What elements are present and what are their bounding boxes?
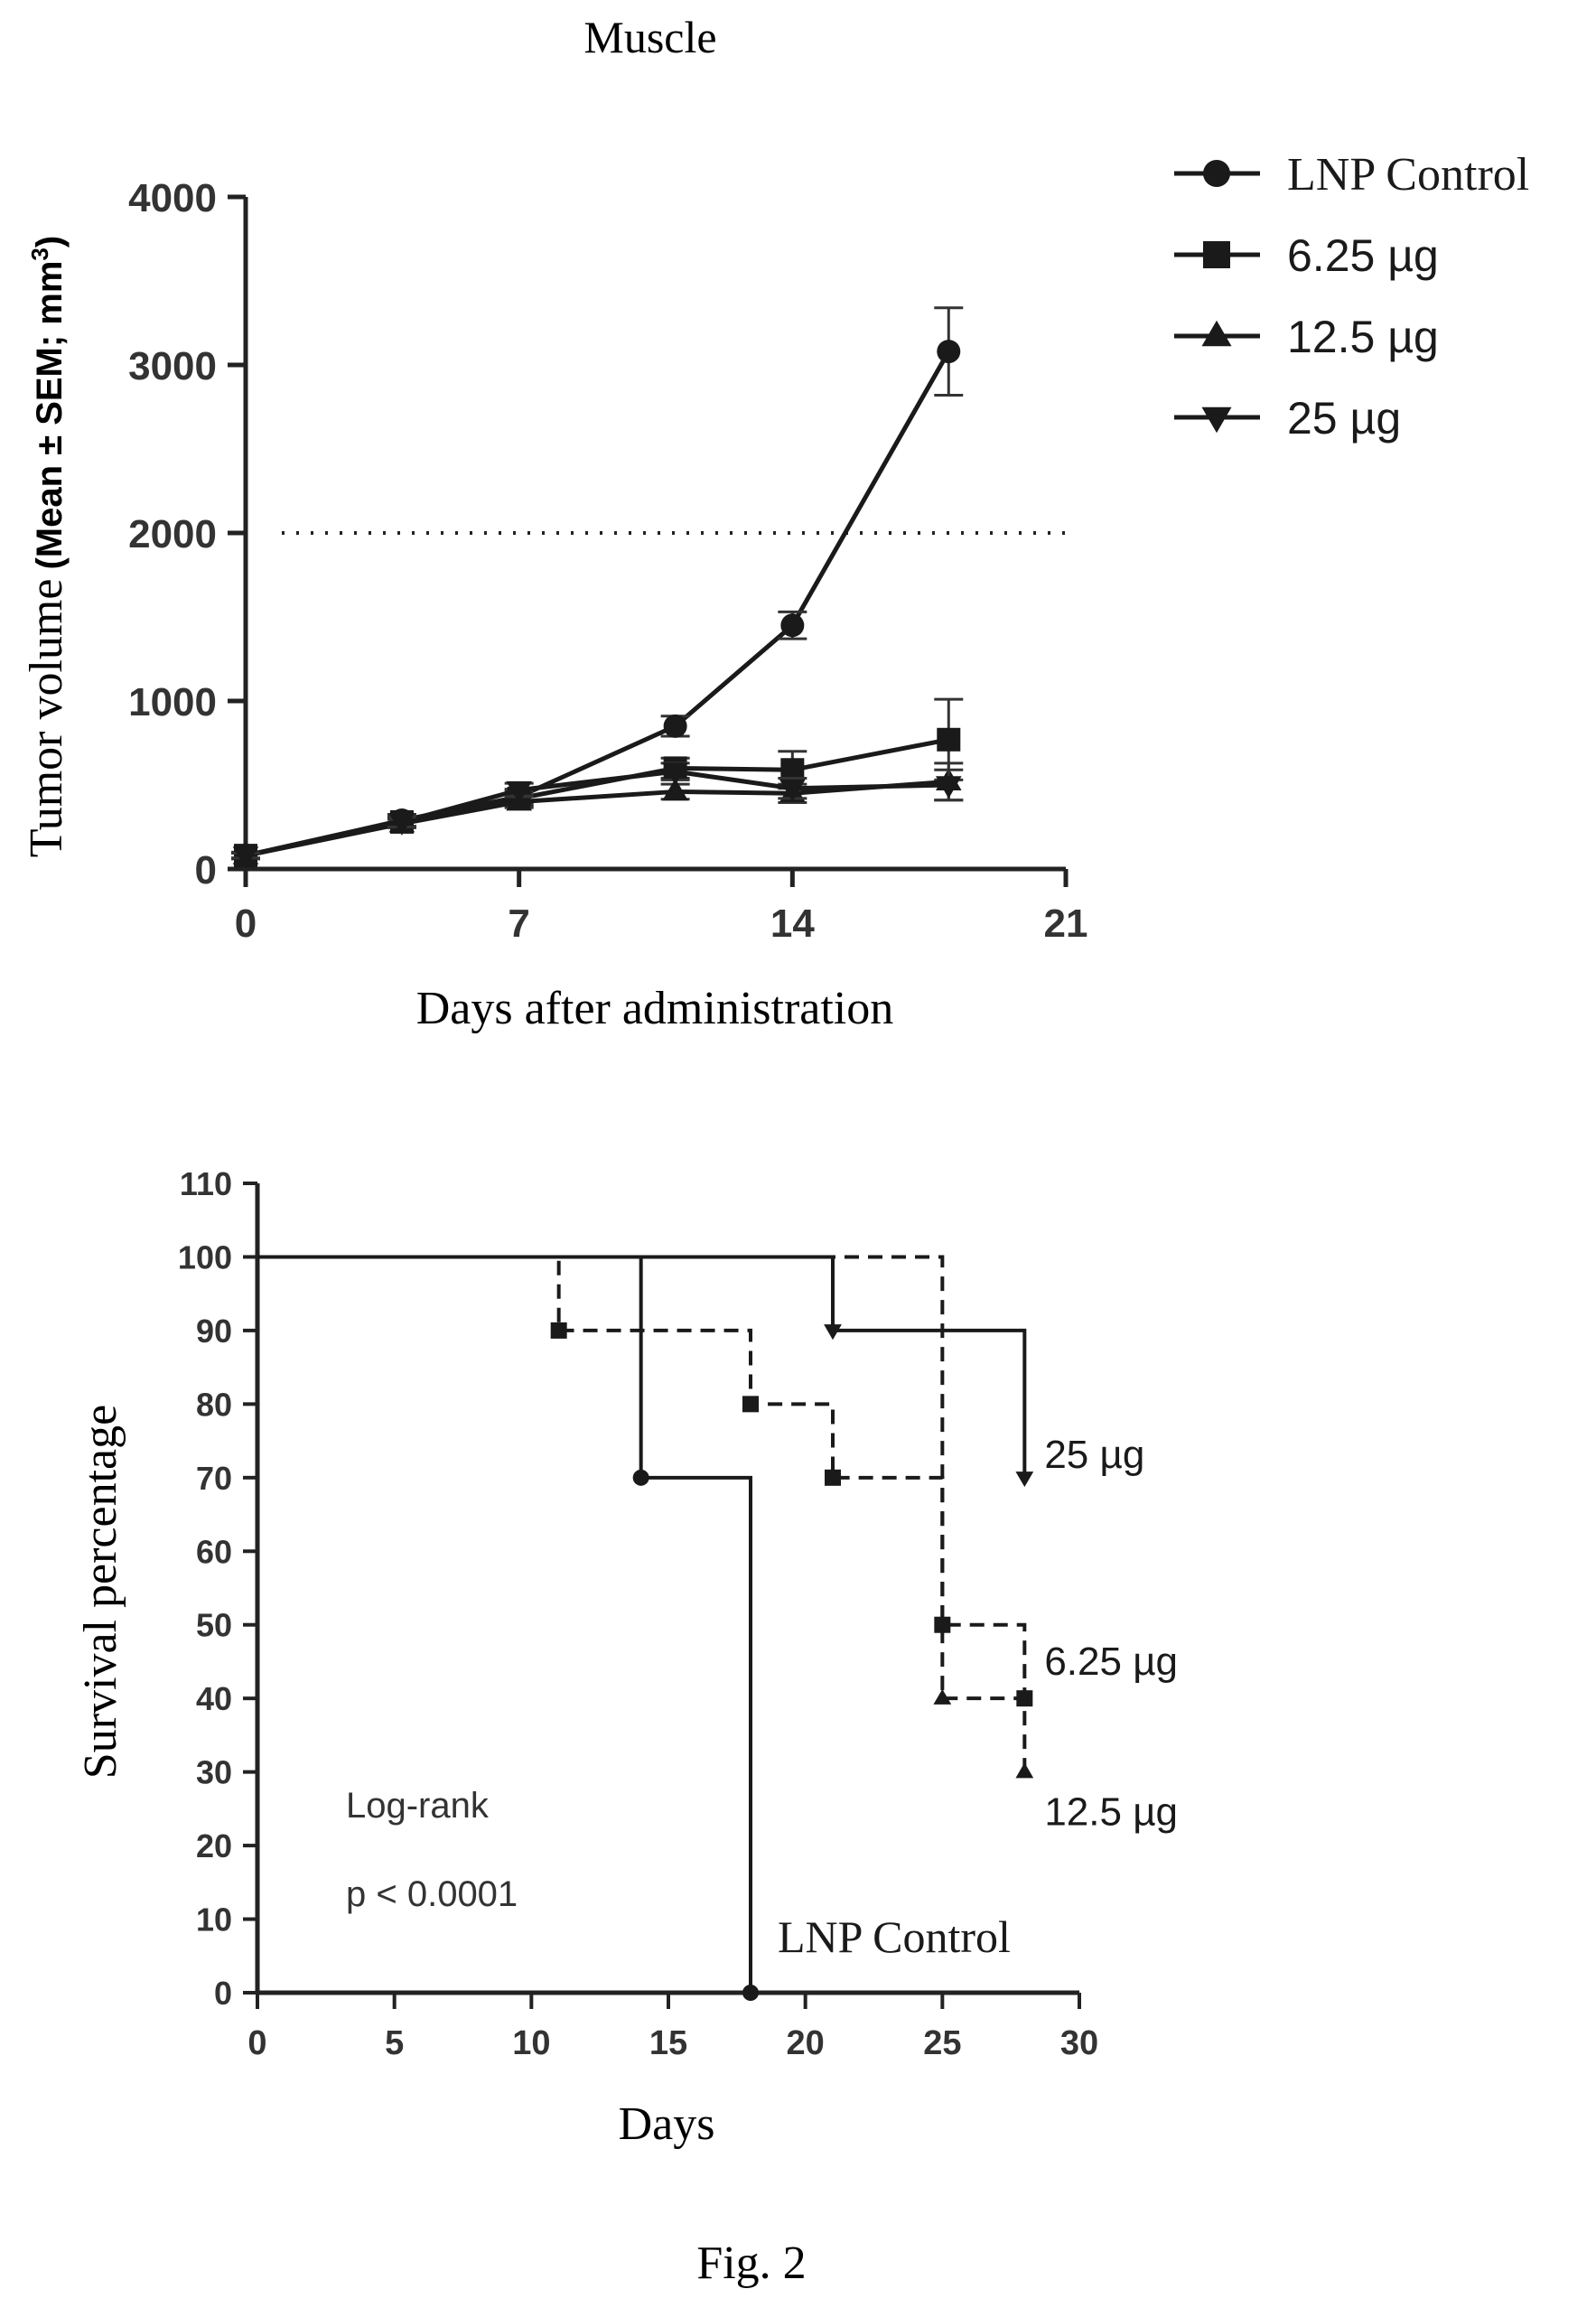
chart1-y-label-close: )	[30, 236, 70, 248]
chart1-legend-marker-25-g	[1201, 406, 1232, 434]
chart2-y-ticks: 0 10 20 30 40 50 60 70 80 90 100 110	[178, 1165, 257, 2012]
chart1-y-tick-label-0: 0	[195, 848, 217, 892]
chart1-x-axis-label: Days after administration	[416, 983, 894, 1034]
chart1-point-6-25-g-5	[937, 727, 961, 752]
chart1-y-label-main: Tumor volume	[21, 579, 72, 858]
chart2-y-tick-label-1: 10	[196, 1901, 232, 1939]
chart1-point-lnp-control-5	[937, 340, 961, 364]
chart1-point-lnp-control-4	[780, 613, 805, 638]
chart2-label-lnp-control: LNP Control	[778, 1911, 1011, 1962]
chart1-x-ticks: 0 7 14 21	[235, 869, 1088, 946]
chart2-series-group	[257, 1255, 1034, 2001]
chart1-y-tick-label-3: 3000	[128, 344, 217, 388]
chart2-x-tick-label-6: 30	[1060, 2024, 1098, 2062]
chart1-y-axis-label: Tumor volume (Mean ± SEM; mm3)	[21, 236, 72, 857]
chart1-y-ticks: 0 1000 2000 3000 4000	[128, 176, 246, 892]
chart2-label-25-g: 25 µg	[1044, 1433, 1144, 1477]
chart1-legend: LNP Control 6.25 µg 12.5 µg 25 µg	[1174, 149, 1529, 444]
chart2-point-25-g-2	[1015, 1471, 1034, 1488]
chart2-point-12-5-g-1	[933, 1688, 952, 1705]
chart1-point-25-g-0	[232, 846, 259, 870]
chart1-y-label-sup: 3	[26, 248, 53, 260]
chart1-point-12-5-g-3	[662, 778, 688, 801]
chart2-point-lnp-control-2	[742, 1985, 759, 2001]
chart2-x-tick-label-5: 25	[923, 2024, 961, 2062]
chart2-axes	[255, 1183, 1079, 1995]
chart1-y-tick-label-4: 4000	[128, 176, 217, 220]
chart2-x-tick-label-2: 10	[512, 2024, 550, 2062]
chart2-point-6-25-g-2	[742, 1396, 759, 1413]
chart2-y-tick-label-6: 60	[196, 1533, 232, 1570]
chart1-series-group	[231, 306, 964, 870]
chart2-label-12-5-g: 12.5 µg	[1044, 1790, 1178, 1835]
chart2-y-tick-label-2: 20	[196, 1827, 232, 1864]
chart1-legend-marker-12-5-g	[1201, 320, 1232, 347]
chart2-point-25-g-1	[824, 1324, 842, 1341]
chart2-annotation-line2: p < 0.0001	[346, 1874, 518, 1914]
chart1-x-tick-label-3: 21	[1044, 902, 1088, 946]
chart1-x-tick-label-1: 7	[508, 902, 529, 946]
chart2-y-tick-label-0: 0	[214, 1975, 232, 2012]
chart2-y-tick-label-3: 30	[196, 1754, 232, 1791]
figure-caption: Fig. 2	[696, 2238, 806, 2289]
chart2-point-6-25-g-4	[934, 1616, 951, 1633]
chart2-x-axis-label: Days	[619, 2098, 715, 2150]
chart1-legend-label-12-5-g: 12.5 µg	[1287, 312, 1439, 362]
chart2-point-12-5-g-2	[1015, 1762, 1034, 1779]
chart2-y-tick-label-10: 100	[178, 1238, 232, 1275]
chart2-y-tick-label-9: 90	[196, 1313, 232, 1350]
chart2-annotation-line1: Log-rank	[346, 1786, 490, 1826]
chart1-point-25-g-1	[388, 813, 415, 836]
chart2-y-tick-label-11: 110	[180, 1165, 232, 1202]
chart2-point-6-25-g-1	[550, 1322, 567, 1339]
chart1-legend-label-lnp-control: LNP Control	[1287, 149, 1529, 201]
chart1-legend-marker-lnp-control	[1203, 160, 1230, 187]
chart1-point-lnp-control-3	[663, 714, 687, 738]
chart2-point-6-25-g-3	[825, 1469, 841, 1486]
chart1-legend-label-25-g: 25 µg	[1287, 393, 1401, 444]
chart1-y-tick-label-2: 2000	[128, 512, 217, 556]
chart1-point-25-g-3	[662, 762, 688, 786]
chart2-point-lnp-control-1	[632, 1469, 649, 1486]
chart1-legend-label-6-25-g: 6.25 µg	[1287, 230, 1439, 281]
chart2-label-6-25-g: 6.25 µg	[1044, 1640, 1178, 1684]
survival-chart: 0 10 20 30 40 50 60 70 80 90 100 110 0 5 10 15 20 25 30 L…	[75, 1165, 1178, 2150]
chart1-legend-marker-6-25-g	[1203, 241, 1230, 268]
tumor-volume-chart: Muscle 0 1000 2000 3000 4000 0 7 14 21 Days aft…	[21, 12, 1529, 1034]
chart2-x-ticks: 0 5 10 15 20 25 30	[247, 1993, 1098, 2062]
chart1-x-tick-label-0: 0	[235, 902, 257, 946]
chart1-y-label-paren: (Mean ± SEM; mm	[30, 261, 70, 570]
chart2-y-tick-label-4: 40	[196, 1680, 232, 1717]
chart1-point-25-g-4	[779, 779, 806, 802]
chart2-series-labels: LNP Control 6.25 µg 12.5 µg 25 µg	[778, 1433, 1178, 1962]
chart1-point-25-g-5	[935, 776, 962, 799]
chart1-line-25-g	[245, 769, 949, 858]
chart2-y-tick-label-5: 50	[196, 1607, 232, 1644]
chart2-x-tick-label-1: 5	[385, 2024, 404, 2062]
chart1-y-tick-label-1: 1000	[128, 680, 217, 724]
chart2-x-tick-label-0: 0	[247, 2024, 266, 2062]
chart2-y-tick-label-7: 70	[196, 1460, 232, 1497]
chart1-line-12-5-g	[245, 779, 949, 858]
chart1-point-25-g-2	[506, 780, 532, 804]
chart2-y-tick-label-8: 80	[196, 1386, 232, 1423]
chart2-x-tick-label-3: 15	[649, 2024, 687, 2062]
chart2-x-tick-label-4: 20	[787, 2024, 825, 2062]
chart2-y-axis-label: Survival percentage	[75, 1405, 126, 1779]
chart1-x-tick-label-2: 14	[770, 902, 815, 946]
chart1-title: Muscle	[583, 12, 716, 62]
